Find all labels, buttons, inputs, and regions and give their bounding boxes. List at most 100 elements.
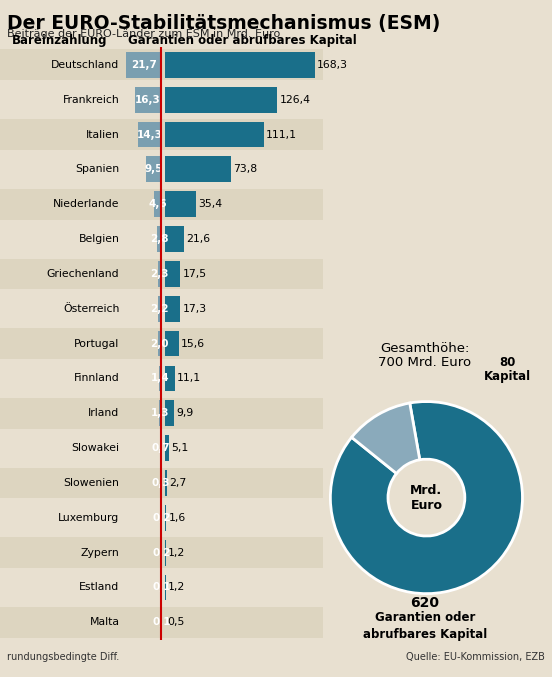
FancyBboxPatch shape [0,223,323,255]
Text: 620: 620 [411,596,439,610]
Text: Beiträge der EURO-Länder zum ESM in Mrd. Euro: Beiträge der EURO-Länder zum ESM in Mrd.… [7,29,280,39]
FancyBboxPatch shape [158,261,161,287]
Text: 1,6: 1,6 [168,512,186,523]
Text: 1,3: 1,3 [151,408,169,418]
Text: Portugal: Portugal [74,338,119,349]
Text: Kapital: Kapital [484,370,532,383]
Text: 0,1: 0,1 [152,582,171,592]
Text: 1,2: 1,2 [168,548,185,558]
Text: 700 Mrd. Euro: 700 Mrd. Euro [379,356,471,369]
FancyBboxPatch shape [0,363,323,394]
Text: Griechenland: Griechenland [47,269,119,279]
Text: 9,5: 9,5 [145,165,163,175]
Text: 2,2: 2,2 [150,304,169,313]
FancyBboxPatch shape [164,400,173,426]
Text: 15,6: 15,6 [181,338,205,349]
FancyBboxPatch shape [0,433,323,464]
FancyBboxPatch shape [164,122,264,148]
FancyBboxPatch shape [159,366,161,391]
Text: Luxemburg: Luxemburg [58,512,119,523]
FancyBboxPatch shape [146,156,161,182]
FancyBboxPatch shape [164,540,166,565]
Text: 2,8: 2,8 [150,234,168,244]
Text: 126,4: 126,4 [280,95,311,105]
Text: Garantien oder
abrufbares Kapital: Garantien oder abrufbares Kapital [363,611,487,640]
FancyBboxPatch shape [0,607,323,638]
FancyBboxPatch shape [157,226,161,252]
FancyBboxPatch shape [0,119,323,150]
FancyBboxPatch shape [164,192,197,217]
Text: 11,1: 11,1 [177,374,201,383]
FancyBboxPatch shape [154,192,161,217]
Text: 2,7: 2,7 [169,478,187,488]
FancyBboxPatch shape [164,261,181,287]
FancyBboxPatch shape [164,470,167,496]
Text: 0,3: 0,3 [152,478,171,488]
Text: Der EURO-Stabilitätsmechanismus (ESM): Der EURO-Stabilitätsmechanismus (ESM) [7,14,440,32]
FancyBboxPatch shape [164,156,231,182]
FancyBboxPatch shape [0,293,323,324]
Text: Gesamthöhe:: Gesamthöhe: [380,343,470,355]
FancyBboxPatch shape [158,330,161,357]
Text: 14,3: 14,3 [137,129,163,139]
Text: 17,3: 17,3 [183,304,206,313]
Text: 35,4: 35,4 [199,199,223,209]
FancyBboxPatch shape [160,435,161,461]
FancyBboxPatch shape [0,538,323,568]
FancyBboxPatch shape [164,505,166,531]
Text: 17,5: 17,5 [183,269,207,279]
FancyBboxPatch shape [0,189,323,219]
Text: 0,1: 0,1 [152,617,171,628]
Text: Quelle: EU-Kommission, EZB: Quelle: EU-Kommission, EZB [406,652,545,662]
Text: Slowakei: Slowakei [71,443,119,453]
FancyBboxPatch shape [164,330,179,357]
FancyBboxPatch shape [164,296,180,322]
Text: 0,7: 0,7 [152,443,170,453]
FancyBboxPatch shape [0,259,323,289]
FancyBboxPatch shape [126,52,161,78]
Wedge shape [352,403,420,473]
Text: 80: 80 [500,356,516,369]
Text: Malta: Malta [89,617,119,628]
Text: Estland: Estland [79,582,119,592]
Text: 21,7: 21,7 [131,60,157,70]
Text: Slowenien: Slowenien [63,478,119,488]
Text: 73,8: 73,8 [233,165,257,175]
FancyBboxPatch shape [164,52,315,78]
Text: Spanien: Spanien [76,165,119,175]
FancyBboxPatch shape [164,366,174,391]
FancyBboxPatch shape [158,296,161,322]
Text: Frankreich: Frankreich [63,95,119,105]
Text: 2,0: 2,0 [151,338,169,349]
Text: 5,1: 5,1 [172,443,189,453]
Text: 16,3: 16,3 [135,95,161,105]
FancyBboxPatch shape [164,87,278,112]
FancyBboxPatch shape [0,468,323,498]
FancyBboxPatch shape [0,49,323,80]
Text: 0,5: 0,5 [168,617,185,628]
FancyBboxPatch shape [164,575,166,600]
Text: rundungsbedingte Diff.: rundungsbedingte Diff. [7,652,119,662]
Wedge shape [330,401,522,594]
Text: Bareinzahlung: Bareinzahlung [12,35,108,47]
Text: Belgien: Belgien [78,234,119,244]
FancyBboxPatch shape [135,87,161,112]
Text: 2,3: 2,3 [150,269,169,279]
Text: Zypern: Zypern [81,548,119,558]
Text: Italien: Italien [86,129,119,139]
FancyBboxPatch shape [164,435,169,461]
FancyBboxPatch shape [0,398,323,429]
Text: 1,4: 1,4 [151,374,169,383]
Text: 0,2: 0,2 [152,548,171,558]
FancyBboxPatch shape [0,154,323,185]
Text: 0,2: 0,2 [152,512,171,523]
Text: 111,1: 111,1 [266,129,297,139]
FancyBboxPatch shape [0,572,323,603]
FancyBboxPatch shape [160,400,161,426]
Text: 4,6: 4,6 [148,199,167,209]
Text: 9,9: 9,9 [176,408,193,418]
FancyBboxPatch shape [0,85,323,115]
Text: Irland: Irland [88,408,119,418]
FancyBboxPatch shape [138,122,161,148]
Text: Garantien oder abrufbares Kapital: Garantien oder abrufbares Kapital [128,35,357,47]
